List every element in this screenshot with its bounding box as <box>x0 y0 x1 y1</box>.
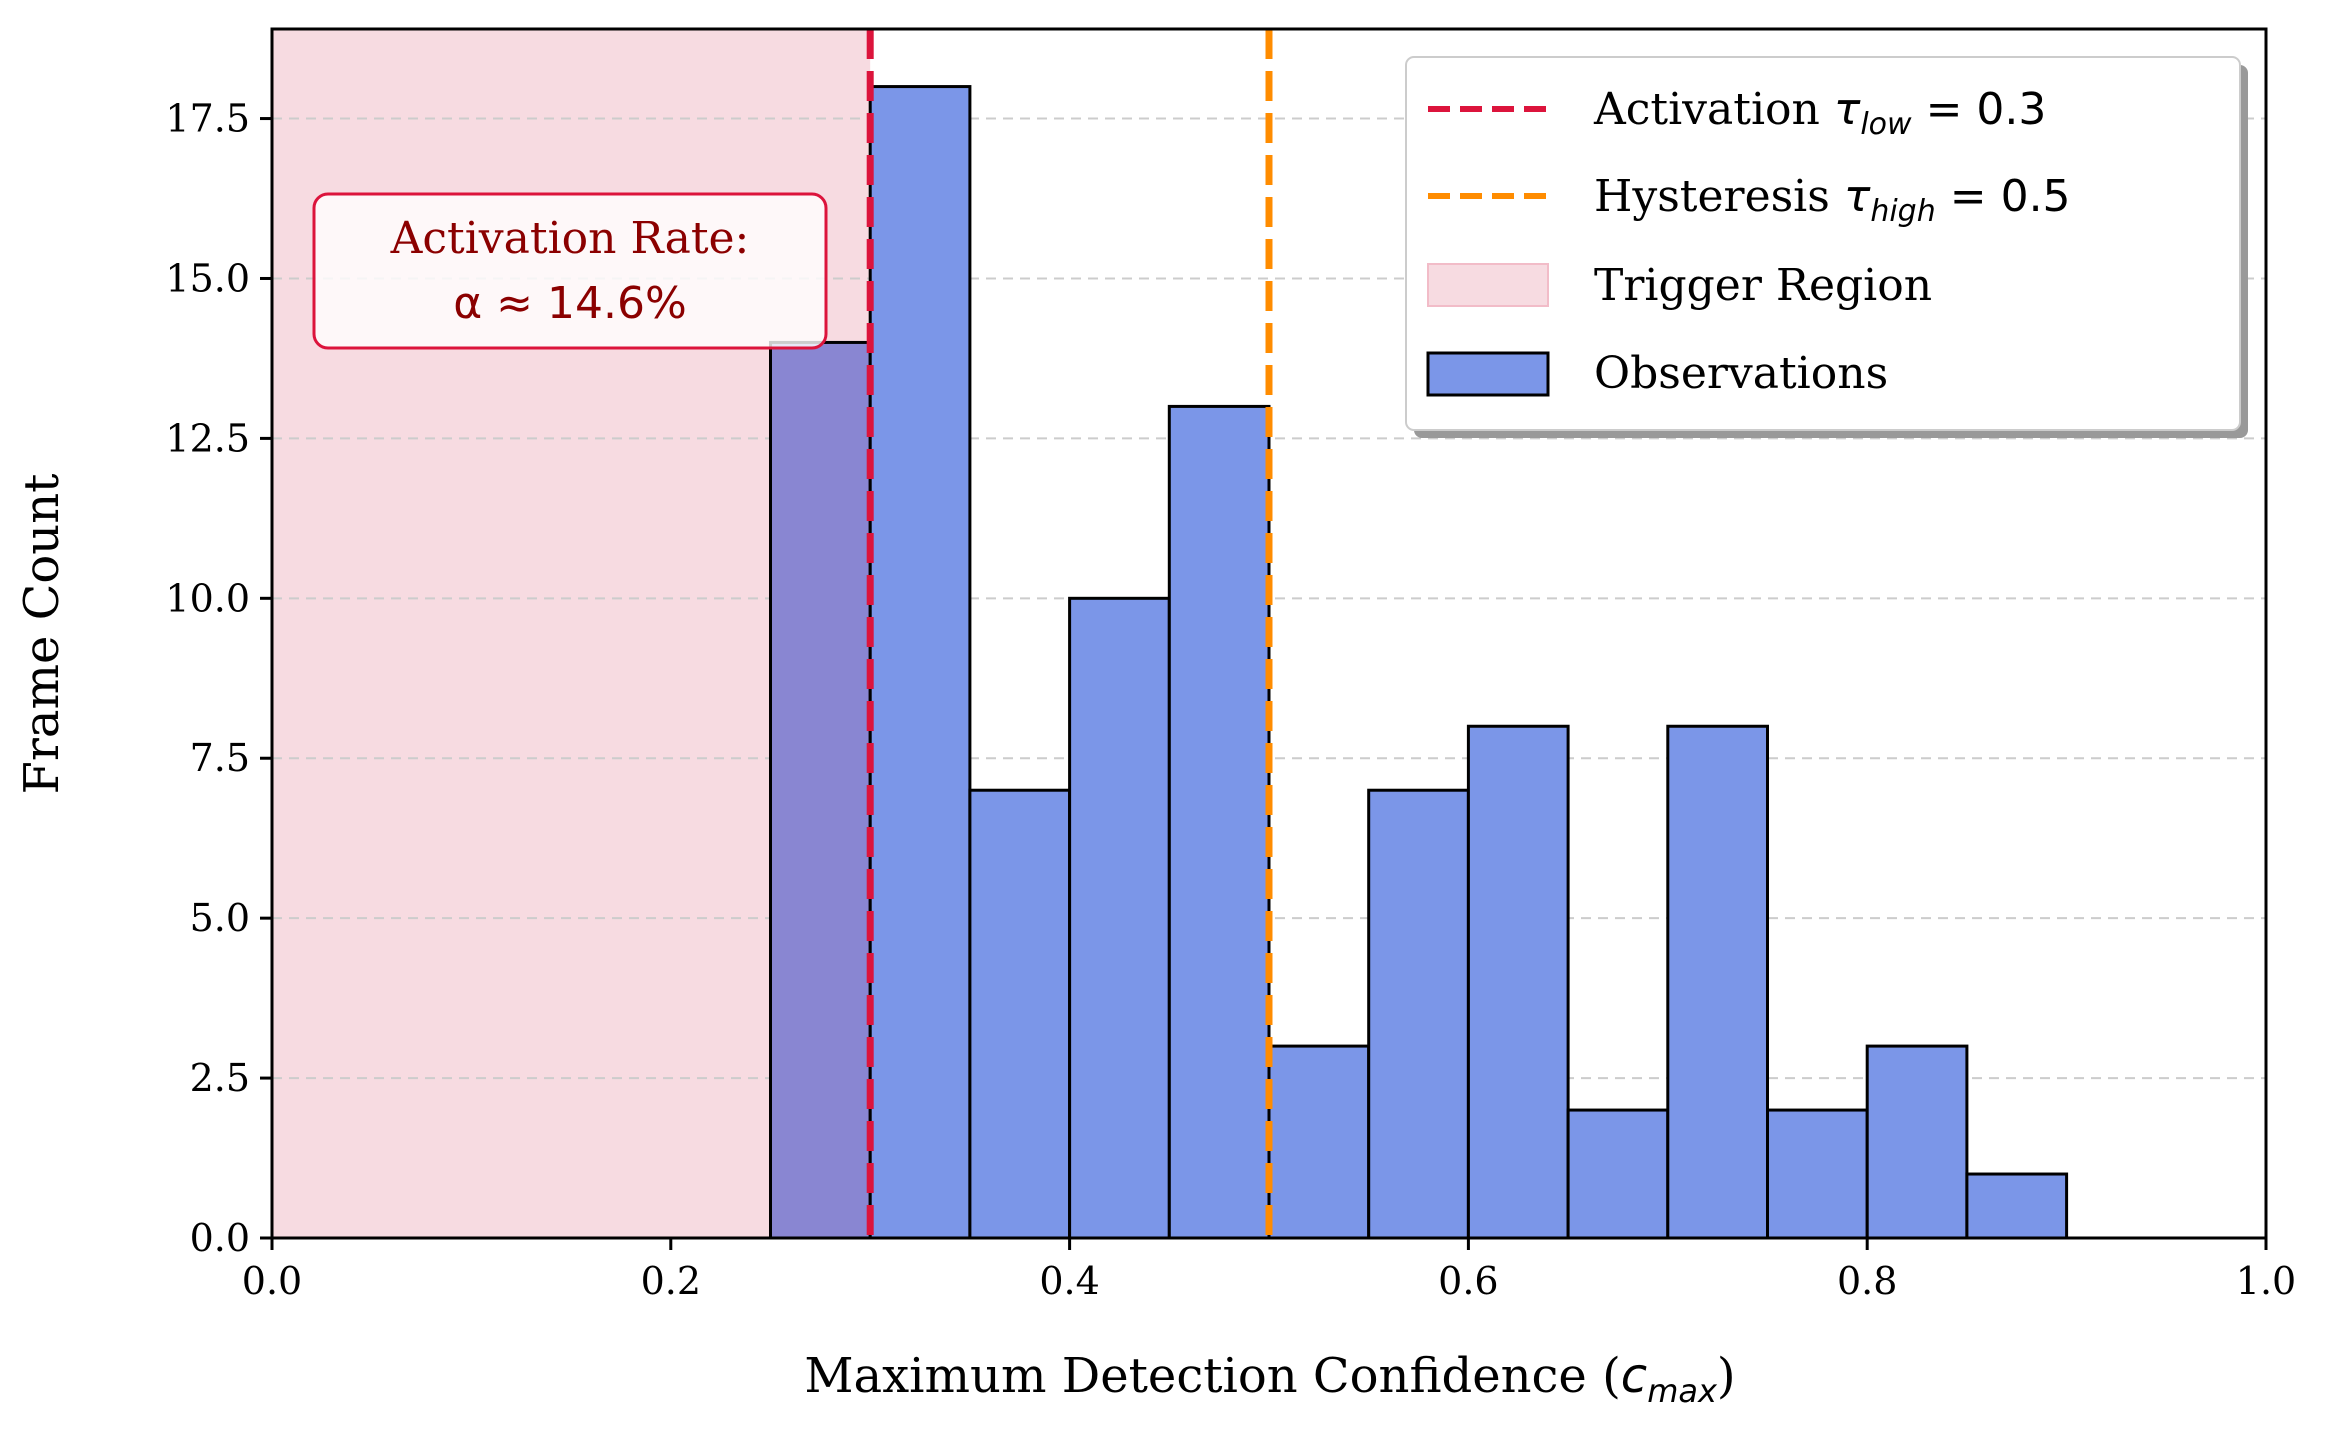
histogram-bar <box>1367 788 1470 1240</box>
x-axis-title-close: ) <box>1717 1348 1736 1404</box>
x-tick-label: 0.6 <box>1438 1259 1498 1303</box>
x-tick-label: 0.8 <box>1837 1259 1897 1303</box>
x-axis-title-subscript: max <box>1647 1372 1718 1410</box>
histogram-bar <box>1267 1044 1371 1240</box>
legend-trigger-region-label: Trigger Region <box>1594 260 1932 311</box>
y-axis-title: Frame Count <box>14 474 70 795</box>
histogram-bar <box>868 85 972 1240</box>
y-tick-label: 2.5 <box>190 1056 250 1100</box>
y-tick-label: 15.0 <box>165 256 250 300</box>
histogram-bar <box>1566 1108 1670 1240</box>
legend-observations-label: Observations <box>1594 348 1888 399</box>
histogram-bar <box>1167 404 1271 1240</box>
histogram-bar <box>1766 1108 1869 1240</box>
y-tick-label: 10.0 <box>165 576 250 620</box>
legend-observations-swatch <box>1426 351 1550 397</box>
legend-hysteresis-label: Hysteresis τhigh = 0.5 <box>1594 171 2071 229</box>
y-tick-label: 7.5 <box>190 736 250 780</box>
x-tick-label: 0.0 <box>242 1259 302 1303</box>
legend: Activation τlow = 0.3 Hysteresis τhigh =… <box>1405 56 2248 438</box>
y-tick-label: 12.5 <box>165 416 250 460</box>
legend-trigger-region-swatch <box>1427 263 1549 307</box>
x-axis-title: Maximum Detection Confidence (cmax) <box>804 1348 1735 1410</box>
x-tick-label: 0.4 <box>1039 1259 1099 1303</box>
histogram-bar <box>968 788 1072 1240</box>
histogram-bar <box>1068 596 1171 1240</box>
histogram-bar <box>1466 724 1570 1240</box>
x-tick-label: 0.2 <box>641 1259 701 1303</box>
y-tick-label: 5.0 <box>190 896 250 940</box>
legend-frame <box>1405 56 2241 431</box>
axes-frame <box>270 27 2268 1240</box>
activation-rate-annotation: Activation Rate: α ≈ 14.6% <box>312 192 828 350</box>
x-axis-title-main: Maximum Detection Confidence ( <box>804 1348 1620 1404</box>
histogram-bar <box>1865 1044 1969 1240</box>
y-tick-label: 0.0 <box>190 1216 250 1260</box>
histogram-bar <box>1965 1172 2069 1240</box>
legend-activation-label: Activation τlow = 0.3 <box>1593 84 2046 142</box>
annotation-line-1: Activation Rate: <box>390 213 750 264</box>
x-axis-title-symbol: c <box>1621 1348 1647 1404</box>
x-tick-label: 1.0 <box>2236 1259 2296 1303</box>
y-tick-label: 17.5 <box>165 97 250 141</box>
histogram-bar <box>1666 724 1770 1240</box>
annotation-box <box>312 192 828 350</box>
annotation-line-2: α ≈ 14.6% <box>453 278 687 329</box>
histogram-bar <box>769 340 872 1240</box>
